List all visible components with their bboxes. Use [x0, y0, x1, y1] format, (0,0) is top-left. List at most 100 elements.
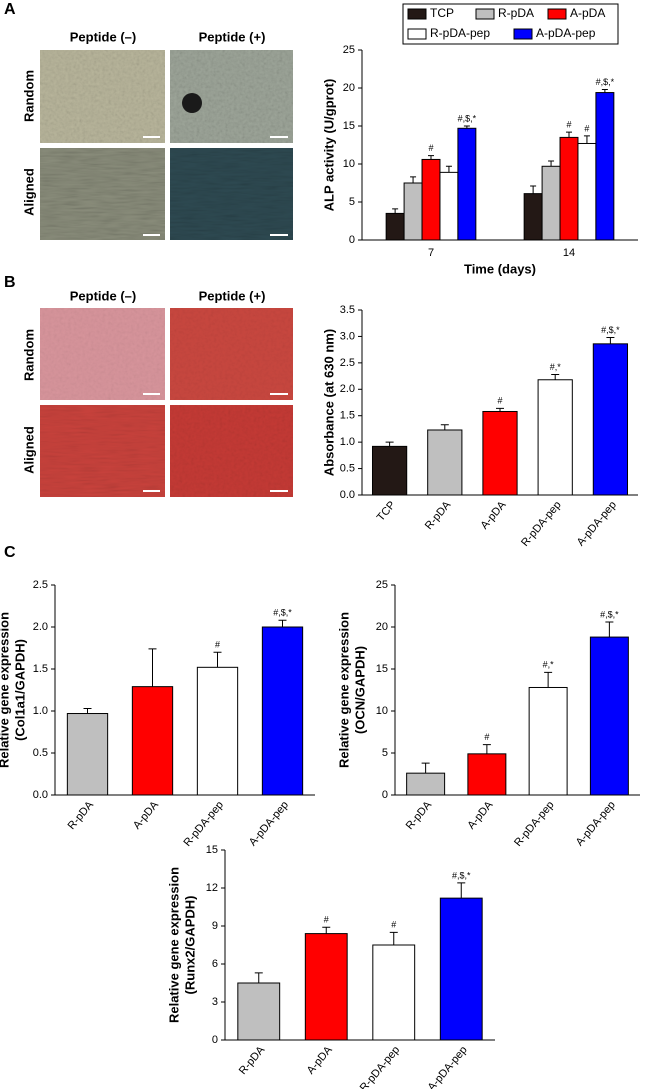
- bar: [467, 753, 507, 796]
- x-tick-label: 7: [428, 247, 434, 259]
- y-tick-label: 2.0: [340, 383, 355, 395]
- panel-label: B: [4, 274, 16, 291]
- significance-label: #: [484, 732, 489, 742]
- bar: [528, 686, 568, 796]
- significance-label: #,$,*: [273, 608, 292, 618]
- error-bar: [213, 651, 222, 668]
- bar: [482, 410, 518, 496]
- micrograph-texture: [40, 405, 165, 497]
- micrograph-grid: Peptide (–) Peptide (+) Random Aligned: [21, 288, 293, 497]
- y-tick-label: 0.0: [33, 789, 48, 801]
- y-axis-label: (OCN/GAPDH): [352, 646, 367, 734]
- scale-bars: [143, 393, 288, 492]
- error-bar: [392, 208, 399, 214]
- y-tick-label: 2.5: [33, 579, 48, 591]
- bar: [592, 343, 629, 496]
- y-axis-label: Relative gene expression: [336, 612, 351, 768]
- bar: [589, 636, 629, 796]
- micrograph-texture: [40, 308, 165, 400]
- y-tick-label: 5: [382, 747, 388, 759]
- y-tick-label: 1.5: [33, 663, 48, 675]
- column-label: Peptide (+): [199, 288, 266, 303]
- micrograph-texture: [170, 148, 293, 240]
- error-bar: [440, 424, 449, 430]
- bar: [523, 193, 543, 241]
- error-bar: [457, 882, 466, 899]
- x-tick-label: R-pDA-pep: [512, 799, 557, 849]
- x-tick-label: A-pDA: [479, 499, 509, 532]
- significance-label: #,$,*: [600, 609, 619, 619]
- micrograph-texture: [40, 148, 165, 240]
- legend-swatch: [513, 28, 533, 40]
- x-tick-label: R-pDA-pep: [358, 1044, 403, 1089]
- significance-label: #,$,*: [458, 113, 477, 123]
- y-tick-label: 1.0: [340, 436, 355, 448]
- legend-swatch: [407, 8, 427, 20]
- y-tick-label: 0: [212, 1034, 218, 1046]
- x-tick-label: A-pDA-pep: [426, 1044, 470, 1089]
- x-tick-label: R-pDA: [66, 799, 97, 833]
- legend-swatch: [475, 8, 495, 20]
- row-label: Random: [21, 329, 36, 381]
- y-tick-label: 3.0: [340, 330, 355, 342]
- significance-label: #: [215, 640, 220, 650]
- x-tick-label: R-pDA-pep: [519, 499, 564, 549]
- error-bar: [601, 89, 608, 93]
- y-axis-label: Relative gene expression: [0, 612, 11, 768]
- error-bar: [254, 972, 263, 983]
- x-axis-label: Time (days): [464, 261, 536, 276]
- y-tick-label: 5: [349, 196, 355, 208]
- significance-label: #: [584, 123, 589, 133]
- significance-label: #,$,*: [601, 325, 620, 335]
- significance-label: #: [428, 143, 433, 153]
- bar: [439, 897, 483, 1041]
- legend-label: R-pDA-pep: [430, 26, 490, 40]
- bar: [403, 182, 423, 241]
- row-label: Aligned: [21, 168, 36, 216]
- error-bar: [421, 762, 430, 774]
- y-axis-label: Relative gene expression: [166, 867, 181, 1023]
- y-tick-label: 20: [376, 621, 388, 633]
- micrograph-texture: [40, 50, 165, 143]
- error-bar: [83, 707, 92, 714]
- error-bar: [148, 648, 157, 687]
- error-bar: [463, 125, 470, 129]
- bar: [131, 686, 174, 796]
- y-tick-label: 10: [343, 158, 355, 170]
- legend-label: A-pDA: [570, 6, 605, 20]
- error-bar: [278, 619, 287, 627]
- y-tick-label: 3.5: [340, 304, 355, 316]
- bar: [237, 982, 281, 1041]
- x-tick-label: 14: [563, 247, 575, 259]
- bar: [304, 933, 348, 1041]
- significance-label: #: [566, 119, 571, 129]
- y-axis-label: (Runx2/GAPDH): [182, 896, 197, 995]
- column-label: Peptide (–): [70, 29, 136, 44]
- column-label: Peptide (–): [70, 288, 136, 303]
- bar: [595, 92, 615, 241]
- significance-label: #: [497, 396, 502, 406]
- x-tick-label: A-pDA-pep: [247, 799, 291, 848]
- legend-label: TCP: [430, 6, 454, 20]
- panel-label: C: [4, 544, 16, 561]
- y-tick-label: 2.5: [340, 357, 355, 369]
- significance-label: #: [324, 915, 329, 925]
- significance-label: #,$,*: [452, 870, 471, 880]
- y-tick-label: 25: [343, 44, 355, 56]
- y-tick-label: 2.0: [33, 621, 48, 633]
- error-bar: [428, 155, 434, 160]
- significance-label: #,*: [550, 362, 562, 372]
- x-tick-label: R-pDA-pep: [181, 799, 226, 849]
- y-tick-label: 15: [376, 663, 388, 675]
- x-tick-label: R-pDA: [423, 499, 454, 533]
- row-label: Random: [21, 70, 36, 122]
- y-tick-label: 0: [382, 789, 388, 801]
- bar: [421, 158, 441, 241]
- y-tick-label: 0.0: [340, 489, 355, 501]
- column-label: Peptide (+): [199, 29, 266, 44]
- error-bar: [322, 926, 331, 934]
- error-bar: [410, 176, 417, 183]
- x-tick-label: A-pDA-pep: [574, 799, 618, 848]
- error-bar: [389, 931, 398, 945]
